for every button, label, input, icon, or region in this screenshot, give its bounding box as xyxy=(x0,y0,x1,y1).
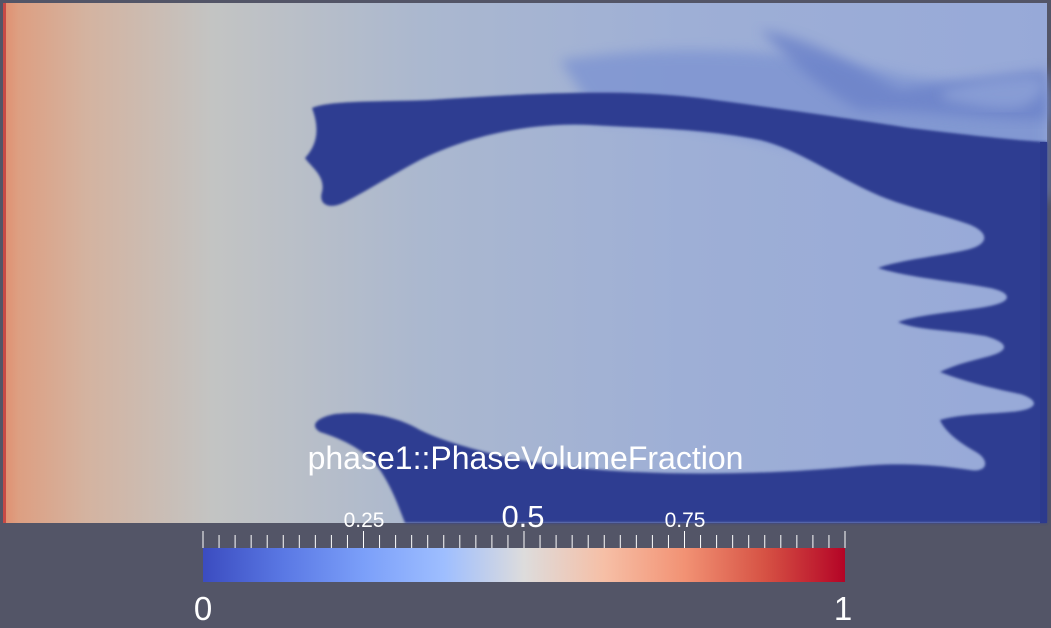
range-max-label: 1 xyxy=(833,590,853,627)
upper-right-lobe xyxy=(940,77,1043,110)
color-legend-bar xyxy=(203,548,845,582)
color-legend xyxy=(202,531,846,582)
tick-label-0.75: 0.75 xyxy=(664,509,706,532)
tick-label-0.25: 0.25 xyxy=(343,509,385,532)
inlet-edge xyxy=(3,3,6,523)
range-min-label: 0 xyxy=(193,590,213,627)
outlet-edge xyxy=(1040,142,1047,523)
color-legend-ticks xyxy=(202,531,846,548)
tick-label-0.5: 0.5 xyxy=(501,499,545,534)
low-fraction-region xyxy=(305,92,1047,524)
legend-title: phase1::PhaseVolumeFraction xyxy=(307,440,744,476)
